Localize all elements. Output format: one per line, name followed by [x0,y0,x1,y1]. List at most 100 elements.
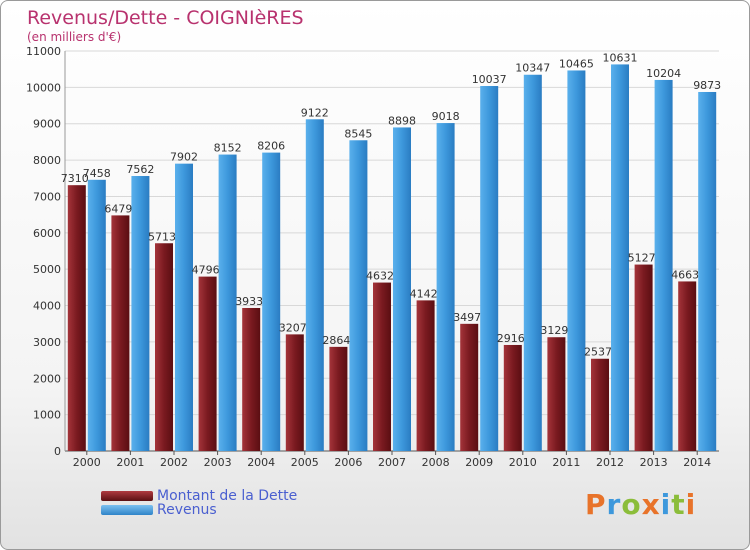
x-tick-label: 2004 [247,456,275,469]
data-label-revenus: 7562 [126,163,154,176]
chart-subtitle: (en milliers d'€) [27,30,122,44]
data-label-dette: 2864 [322,334,350,347]
bar-dette [503,344,522,451]
x-tick-label: 2002 [160,456,188,469]
legend-item-dette: Montant de la Dette [101,488,298,504]
data-label-revenus: 8206 [257,140,285,153]
data-label-dette: 4142 [410,287,438,300]
data-label-revenus: 9873 [693,79,721,92]
logo-letter: r [606,488,622,521]
data-label-dette: 4632 [366,270,394,283]
data-label-dette: 2916 [497,332,525,345]
legend-item-revenus: Revenus [101,502,217,518]
x-tick-label: 2014 [683,456,711,469]
data-label-dette: 4796 [192,264,220,277]
x-tick-label: 2005 [291,456,319,469]
y-tick-label: 3000 [33,336,61,349]
data-label-dette: 3129 [540,324,568,337]
bar-revenus [305,119,324,452]
data-label-dette: 3497 [453,311,481,324]
bar-revenus [436,123,455,451]
bar-revenus [567,70,586,452]
data-label-revenus: 10037 [472,73,507,86]
y-tick-label: 5000 [33,263,61,276]
x-tick-label: 2000 [73,456,101,469]
bar-dette [373,282,391,451]
data-label-revenus: 8898 [388,114,416,127]
proxiti-logo[interactable]: Proxiti [585,488,696,521]
chart-title: Revenus/Dette - COIGNIèRES [27,7,304,29]
data-label-dette: 6479 [104,202,132,215]
data-label-revenus: 10347 [515,62,550,75]
bar-revenus [393,127,411,451]
legend-label-revenus: Revenus [157,502,217,518]
data-label-dette: 3207 [279,321,307,334]
bar-dette [416,300,435,451]
legend-swatch-dette [101,491,153,501]
data-label-revenus: 10204 [646,67,681,80]
data-label-revenus: 8152 [214,142,242,155]
y-tick-label: 4000 [33,300,61,313]
bar-dette [285,334,304,451]
bar-dette [547,337,566,451]
bar-revenus [698,91,717,452]
x-tick-label: 2011 [552,456,580,469]
bar-revenus [523,74,542,451]
data-label-dette: 4663 [671,268,699,281]
x-tick-label: 2008 [422,456,450,469]
data-label-revenus: 8545 [344,127,372,140]
x-tick-label: 2013 [640,456,668,469]
x-tick-label: 2007 [378,456,406,469]
y-tick-label: 7000 [33,190,61,203]
legend-label-dette: Montant de la Dette [157,488,298,504]
y-tick-label: 9000 [33,118,61,131]
data-label-revenus: 9122 [301,106,329,119]
bar-dette [460,323,479,451]
bar-dette [329,346,348,451]
x-tick-label: 2012 [596,456,624,469]
bar-revenus [87,179,106,452]
logo-letter: i [685,488,697,521]
legend-swatch-revenus [101,505,153,515]
data-label-revenus: 9018 [432,110,460,123]
data-label-revenus: 10465 [559,57,594,70]
y-tick-label: 10000 [26,81,61,94]
bar-revenus [262,152,281,451]
data-label-dette: 2537 [584,346,612,359]
data-label-dette: 3933 [235,295,263,308]
data-label-dette: 5713 [148,230,176,243]
x-tick-label: 2010 [509,456,537,469]
bar-revenus [131,176,150,451]
bar-dette [198,276,217,451]
y-tick-label: 1000 [33,409,61,422]
logo-letter: i [660,488,672,521]
y-tick-label: 6000 [33,227,61,240]
bar-dette [111,215,130,451]
bar-revenus [349,140,368,452]
y-tick-label: 0 [54,445,61,458]
bar-revenus [611,64,629,451]
logo-letter: t [671,488,686,521]
bar-dette [155,243,173,451]
bar-dette [634,264,653,451]
x-tick-label: 2001 [116,456,144,469]
data-label-dette: 7310 [61,172,89,185]
bar-revenus [654,79,673,451]
bar-dette [591,358,609,451]
data-label-dette: 5127 [628,252,656,265]
bar-revenus [218,154,237,451]
data-label-revenus: 7458 [83,167,111,180]
x-tick-label: 2003 [204,456,232,469]
bar-dette [678,281,697,451]
bar-dette [67,185,86,451]
y-tick-label: 2000 [33,372,61,385]
logo-letter: o [621,488,642,521]
logo-letter: x [641,488,661,521]
x-tick-label: 2006 [334,456,362,469]
data-label-revenus: 7902 [170,151,198,164]
data-label-revenus: 10631 [603,51,638,64]
y-tick-label: 8000 [33,154,61,167]
bar-revenus [175,163,193,451]
